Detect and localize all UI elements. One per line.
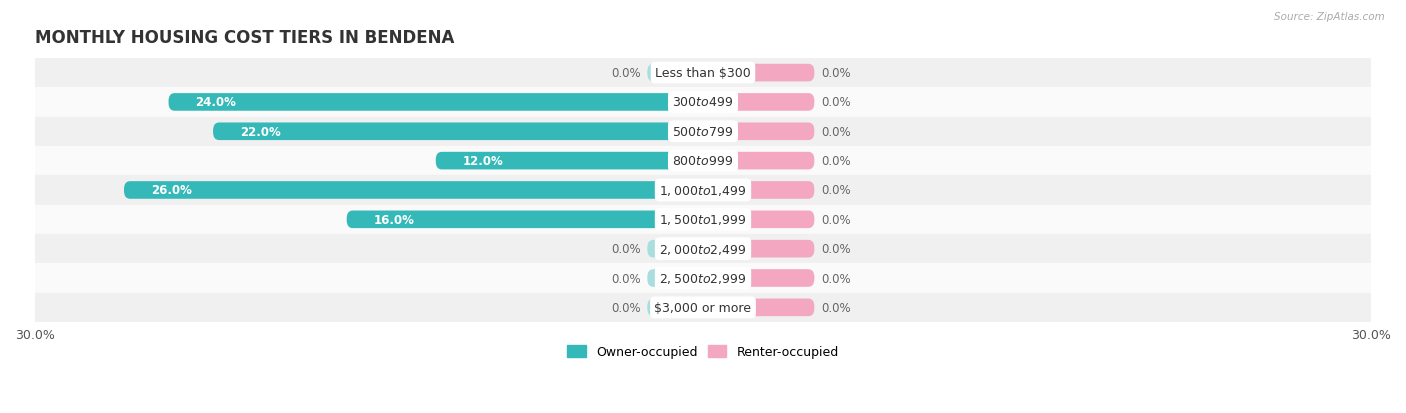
Legend: Owner-occupied, Renter-occupied: Owner-occupied, Renter-occupied xyxy=(562,340,844,363)
FancyBboxPatch shape xyxy=(647,270,703,287)
Text: $500 to $799: $500 to $799 xyxy=(672,126,734,138)
FancyBboxPatch shape xyxy=(647,299,703,316)
Text: $300 to $499: $300 to $499 xyxy=(672,96,734,109)
FancyBboxPatch shape xyxy=(647,240,703,258)
Text: 0.0%: 0.0% xyxy=(612,67,641,80)
FancyBboxPatch shape xyxy=(647,64,703,82)
Bar xyxy=(35,176,1371,205)
Text: 0.0%: 0.0% xyxy=(612,272,641,285)
Text: 0.0%: 0.0% xyxy=(821,272,851,285)
Text: 0.0%: 0.0% xyxy=(821,242,851,256)
Text: Source: ZipAtlas.com: Source: ZipAtlas.com xyxy=(1274,12,1385,22)
Text: 0.0%: 0.0% xyxy=(821,155,851,168)
FancyBboxPatch shape xyxy=(703,240,814,258)
Bar xyxy=(35,293,1371,322)
Text: 0.0%: 0.0% xyxy=(821,96,851,109)
Text: 12.0%: 12.0% xyxy=(463,155,503,168)
FancyBboxPatch shape xyxy=(703,152,814,170)
Bar xyxy=(35,205,1371,235)
FancyBboxPatch shape xyxy=(703,299,814,316)
Text: Less than $300: Less than $300 xyxy=(655,67,751,80)
Text: 0.0%: 0.0% xyxy=(821,301,851,314)
Bar xyxy=(35,263,1371,293)
Text: $2,500 to $2,999: $2,500 to $2,999 xyxy=(659,271,747,285)
FancyBboxPatch shape xyxy=(703,182,814,199)
FancyBboxPatch shape xyxy=(703,211,814,228)
Text: $3,000 or more: $3,000 or more xyxy=(655,301,751,314)
Text: $800 to $999: $800 to $999 xyxy=(672,155,734,168)
FancyBboxPatch shape xyxy=(703,94,814,112)
Bar xyxy=(35,88,1371,117)
Text: 26.0%: 26.0% xyxy=(150,184,191,197)
Text: 0.0%: 0.0% xyxy=(612,242,641,256)
FancyBboxPatch shape xyxy=(703,123,814,141)
Text: MONTHLY HOUSING COST TIERS IN BENDENA: MONTHLY HOUSING COST TIERS IN BENDENA xyxy=(35,28,454,46)
Text: 0.0%: 0.0% xyxy=(821,213,851,226)
Bar xyxy=(35,59,1371,88)
FancyBboxPatch shape xyxy=(436,152,703,170)
FancyBboxPatch shape xyxy=(703,270,814,287)
FancyBboxPatch shape xyxy=(703,64,814,82)
Bar xyxy=(35,117,1371,147)
Text: 0.0%: 0.0% xyxy=(821,184,851,197)
Text: $1,000 to $1,499: $1,000 to $1,499 xyxy=(659,183,747,197)
Bar xyxy=(35,235,1371,263)
Text: 0.0%: 0.0% xyxy=(612,301,641,314)
FancyBboxPatch shape xyxy=(214,123,703,141)
Text: 0.0%: 0.0% xyxy=(821,67,851,80)
Text: 24.0%: 24.0% xyxy=(195,96,236,109)
FancyBboxPatch shape xyxy=(124,182,703,199)
Text: $2,000 to $2,499: $2,000 to $2,499 xyxy=(659,242,747,256)
Text: 22.0%: 22.0% xyxy=(240,126,281,138)
Bar xyxy=(35,147,1371,176)
Text: 16.0%: 16.0% xyxy=(374,213,415,226)
Text: $1,500 to $1,999: $1,500 to $1,999 xyxy=(659,213,747,227)
FancyBboxPatch shape xyxy=(347,211,703,228)
FancyBboxPatch shape xyxy=(169,94,703,112)
Text: 0.0%: 0.0% xyxy=(821,126,851,138)
